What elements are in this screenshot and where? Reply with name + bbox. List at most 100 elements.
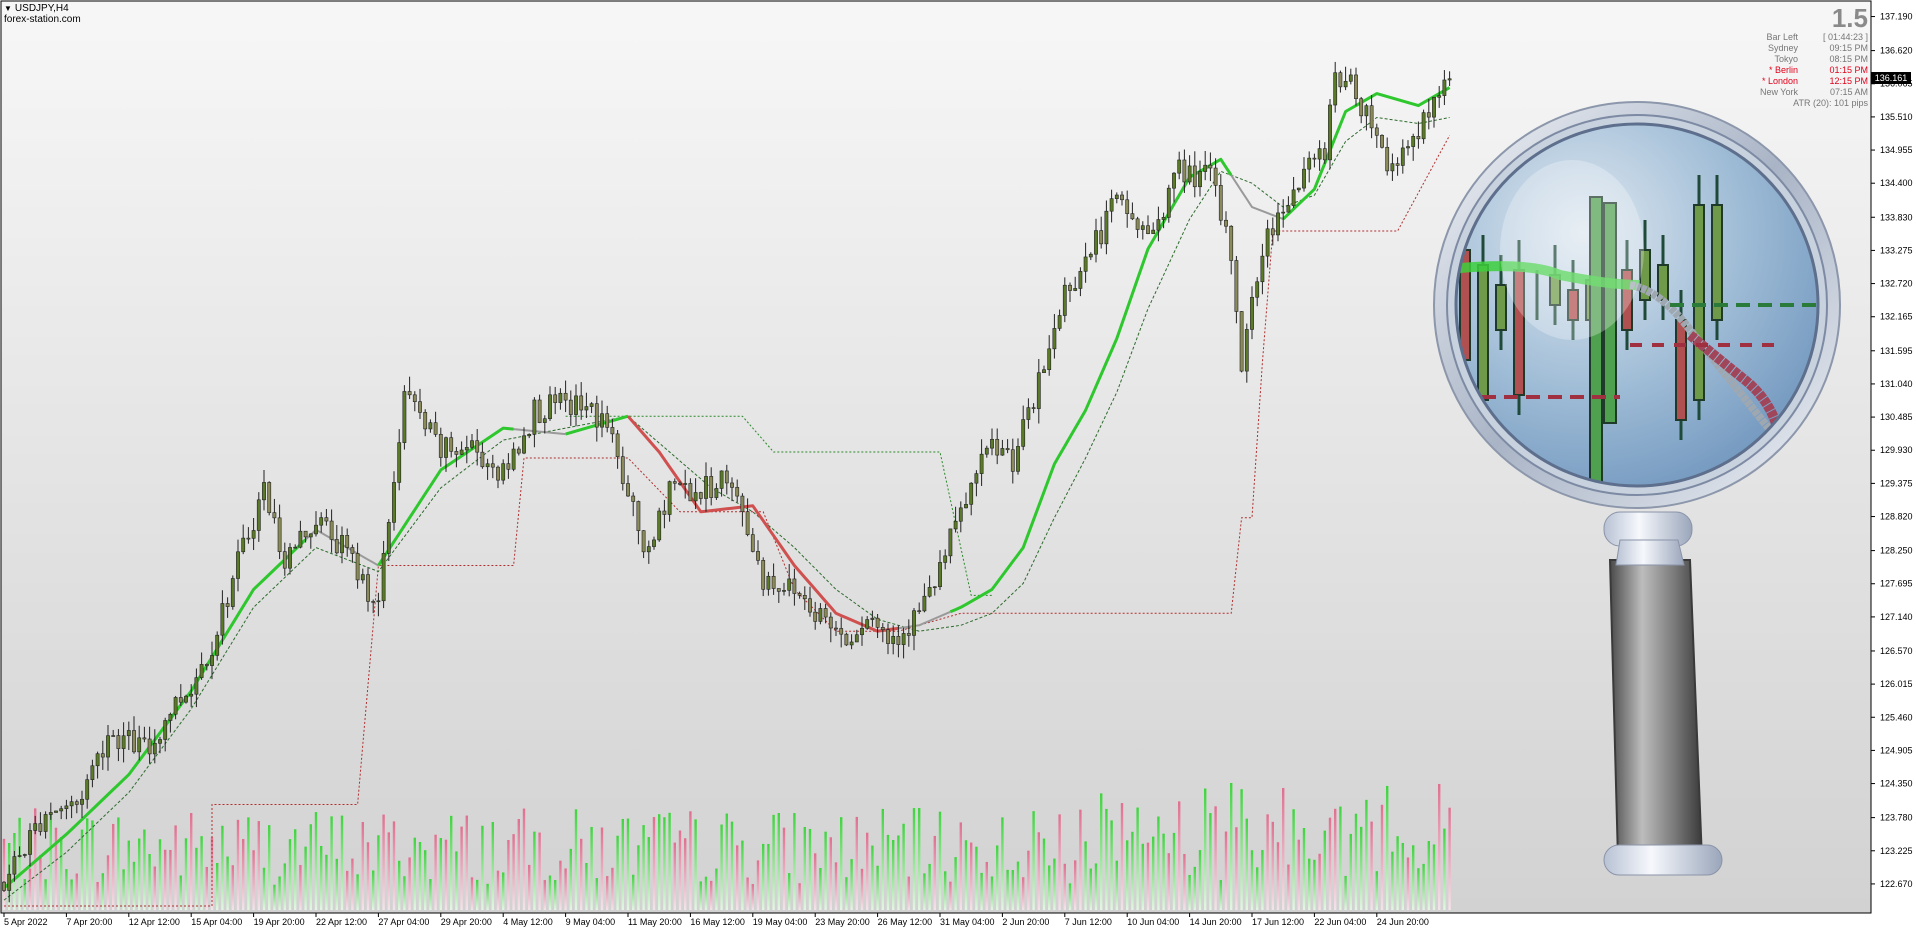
time-tick-label: 23 May 20:00 (815, 917, 870, 927)
candle-body (38, 823, 43, 832)
candle-body (355, 553, 360, 581)
volume-bar (1297, 839, 1300, 910)
price-tick-label: 129.375 (1880, 478, 1913, 488)
candle-body (1244, 329, 1249, 372)
candle-body (282, 551, 287, 569)
candle-body (1447, 78, 1452, 81)
candle (246, 527, 251, 544)
candle (1239, 311, 1244, 373)
candle (870, 610, 875, 627)
time-tick-label: 27 Apr 04:00 (378, 917, 429, 927)
candle-body (917, 610, 922, 612)
candle-body (111, 735, 116, 737)
candle (324, 508, 329, 526)
volume-bar (668, 812, 671, 910)
candle (210, 641, 214, 680)
volume-bar (190, 813, 193, 910)
candle-body (683, 483, 688, 485)
volume-bar (1209, 813, 1212, 910)
candle-body (1400, 147, 1405, 166)
time-tick-label: 2 Jun 20:00 (1002, 917, 1049, 927)
volume-bar (1230, 782, 1233, 910)
volume-bar (455, 851, 458, 910)
candle (1042, 365, 1046, 373)
volume-bar (522, 808, 526, 910)
candle (1296, 187, 1301, 193)
volume-bar (1401, 842, 1404, 910)
candle-body (1172, 172, 1176, 189)
volume-bar (39, 855, 42, 910)
candle-body (823, 608, 828, 618)
candle-body (90, 765, 95, 780)
volume-bar (502, 872, 505, 910)
volume-bar (148, 854, 151, 910)
candle (1182, 149, 1187, 193)
volume-bar (1183, 853, 1186, 910)
volume-bar (704, 876, 708, 910)
volume-bar (496, 870, 500, 910)
volume-bar (80, 829, 84, 910)
candle (1125, 190, 1130, 228)
candle (854, 629, 859, 643)
candle (1359, 96, 1364, 124)
candle-body (340, 535, 344, 554)
volume-bar (990, 876, 994, 910)
candle-body (886, 629, 890, 644)
candle (1291, 176, 1296, 208)
candle-body (204, 664, 209, 666)
symbol-label[interactable]: USDJPY,H4 (4, 3, 81, 14)
volume-bar (75, 873, 78, 910)
volume-bar (1110, 820, 1113, 910)
candle-body (132, 730, 136, 753)
volume-bar (528, 864, 531, 910)
candle (1260, 243, 1265, 295)
volume-bar (1079, 809, 1082, 910)
candle-body (969, 482, 974, 505)
volume-bar (1349, 833, 1352, 910)
candle-body (1010, 449, 1015, 472)
volume-bar (221, 825, 224, 910)
candle-body (584, 406, 589, 411)
candle-body (308, 533, 313, 538)
candle (1114, 192, 1119, 204)
candle-body (1432, 97, 1436, 118)
volume-bar (1172, 832, 1176, 910)
candle-body (1166, 187, 1171, 218)
signal-line-path (3, 116, 1450, 901)
volume-bar (751, 884, 754, 910)
volume-bar (1058, 814, 1061, 910)
candle (1364, 103, 1369, 131)
candle (683, 469, 688, 499)
volume-bar (335, 858, 338, 910)
price-tick-label: 122.670 (1880, 879, 1913, 889)
candle-body (693, 492, 698, 502)
volume-bar (299, 865, 302, 910)
candle-body (792, 578, 797, 594)
candle (922, 583, 927, 613)
candle (1010, 438, 1015, 484)
volume-bar (205, 866, 208, 910)
volume-bar (153, 866, 156, 910)
candle-body (163, 720, 168, 740)
candle-body (1333, 72, 1338, 106)
candle (1416, 121, 1421, 149)
candle (428, 419, 433, 433)
volume-bar (330, 816, 333, 910)
candle-body (1296, 187, 1301, 191)
candle-body (589, 403, 594, 407)
volume-bar (507, 840, 510, 910)
candle (724, 464, 729, 495)
candle (1203, 150, 1208, 181)
volume-bar (257, 821, 260, 910)
candle (730, 477, 734, 502)
candle (1026, 398, 1031, 429)
candle (392, 471, 396, 531)
candle (1000, 439, 1005, 456)
volume-bar (678, 830, 682, 910)
info-row-new-york: New York 07:15 AM (1759, 87, 1868, 97)
candle (360, 568, 365, 584)
volume-bar (1068, 883, 1072, 910)
candle-body (563, 392, 568, 401)
price-tick-label: 132.165 (1880, 312, 1913, 322)
